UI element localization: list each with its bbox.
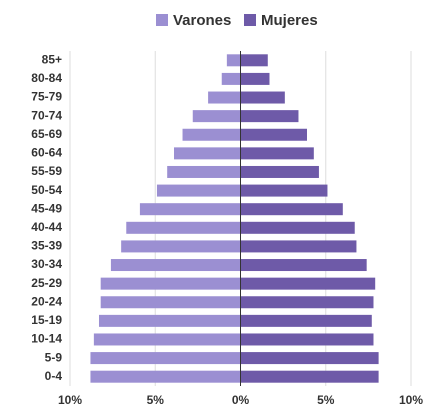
bar (208, 91, 241, 104)
bar (240, 54, 268, 67)
bar (240, 184, 328, 197)
y-tick-label: 35-39 (31, 239, 62, 253)
x-tick-label: 0% (232, 393, 250, 407)
bar (240, 165, 319, 178)
bar (126, 221, 241, 234)
legend-label: Mujeres (261, 12, 318, 29)
bar (121, 240, 241, 253)
y-tick-label: 25-29 (31, 276, 62, 290)
y-tick-label: 20-24 (31, 294, 62, 308)
x-tick-label: 10% (399, 393, 423, 407)
bar (100, 277, 241, 290)
y-tick-label: 80-84 (31, 71, 62, 85)
y-tick-label: 10-14 (31, 332, 62, 346)
bar (221, 72, 241, 85)
bar (93, 333, 241, 346)
y-tick-label: 50-54 (31, 183, 62, 197)
legend-swatch (244, 14, 256, 26)
bar (240, 352, 379, 365)
bar (110, 259, 241, 272)
bar (90, 352, 241, 365)
bar (240, 333, 374, 346)
bar (156, 184, 241, 197)
x-tick-label: 5% (147, 393, 165, 407)
bar (240, 110, 299, 123)
y-tick-label: 5-9 (45, 350, 63, 364)
bar (240, 221, 355, 234)
y-tick-label: 70-74 (31, 108, 62, 122)
bar (240, 314, 372, 327)
legend-swatch (156, 14, 168, 26)
bar (240, 72, 270, 85)
x-tick-label: 10% (58, 393, 82, 407)
legend-label: Varones (173, 12, 231, 29)
y-tick-label: 55-59 (31, 164, 62, 178)
bar (192, 110, 241, 123)
bar (90, 370, 241, 383)
y-tick-label: 85+ (42, 52, 62, 66)
bar (226, 54, 241, 67)
bar (240, 128, 307, 141)
y-tick-label: 15-19 (31, 313, 62, 327)
bar (100, 296, 241, 309)
bar (240, 277, 376, 290)
bar (240, 203, 343, 216)
y-tick-label: 0-4 (45, 369, 63, 383)
bar (182, 128, 241, 141)
bar (240, 147, 314, 160)
bar (240, 370, 379, 383)
bar (240, 259, 367, 272)
y-tick-label: 45-49 (31, 201, 62, 215)
x-tick-label: 5% (317, 393, 335, 407)
bar (139, 203, 241, 216)
bar (167, 165, 241, 178)
bar (240, 240, 357, 253)
y-tick-label: 30-34 (31, 257, 62, 271)
bar (240, 91, 285, 104)
bar (98, 314, 241, 327)
y-tick-label: 40-44 (31, 220, 62, 234)
y-tick-label: 65-69 (31, 127, 62, 141)
bar (240, 296, 374, 309)
y-tick-label: 75-79 (31, 90, 62, 104)
y-tick-label: 60-64 (31, 146, 62, 160)
bar (174, 147, 241, 160)
